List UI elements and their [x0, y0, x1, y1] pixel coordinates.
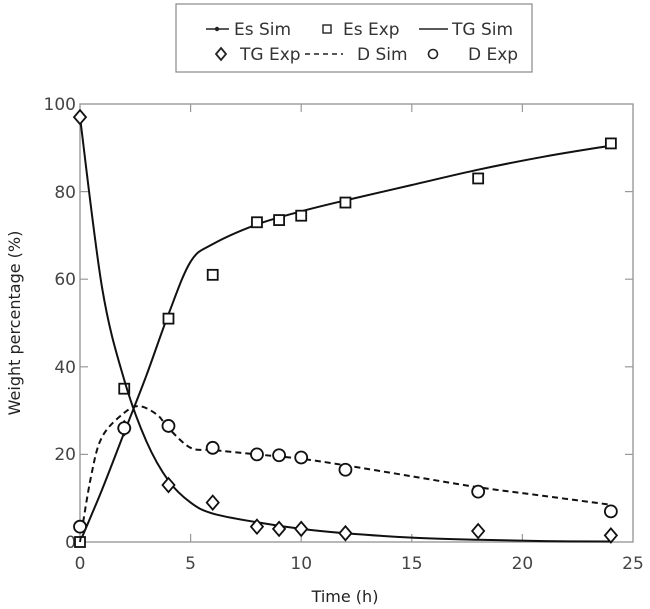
legend-tg-sim: TG Sim: [451, 20, 513, 40]
svg-text:20: 20: [512, 554, 534, 574]
legend-es-sim: Es Sim: [234, 20, 291, 40]
circle-marker-icon: [205, 440, 220, 455]
svg-text:60: 60: [54, 270, 76, 290]
circle-marker-icon: [427, 48, 439, 60]
square-marker-icon: [251, 216, 263, 229]
svg-text:0: 0: [75, 554, 86, 574]
circle-marker-icon: [250, 447, 264, 462]
square-marker-icon: [322, 24, 332, 34]
circle-marker-icon: [471, 484, 486, 499]
square-marker-icon: [472, 172, 485, 185]
diamond-marker-icon: [294, 520, 309, 538]
svg-text:25: 25: [622, 554, 644, 574]
legend: Es Sim Es Exp TG Sim TG Exp D Sim D Exp: [175, 3, 533, 73]
y-tick-labels: 0 20 40 60 80 100: [44, 95, 76, 553]
svg-text:15: 15: [401, 554, 423, 574]
legend-es-exp: Es Exp: [343, 20, 400, 40]
legend-tg-exp: TG Exp: [239, 45, 301, 65]
legend-d-exp: D Exp: [468, 45, 518, 65]
square-marker-icon: [273, 214, 285, 226]
svg-text:5: 5: [185, 554, 196, 574]
line-dot-icon: [214, 26, 220, 32]
series-d-sim: [79, 405, 612, 543]
diamond-marker-icon: [205, 494, 220, 511]
svg-text:100: 100: [44, 95, 76, 115]
series-es-sim: [79, 144, 612, 543]
diamond-marker-icon: [161, 476, 176, 494]
square-marker-icon: [295, 209, 308, 222]
square-marker-icon: [162, 312, 175, 325]
svg-text:40: 40: [54, 358, 76, 378]
circle-marker-icon: [294, 450, 309, 465]
y-axis-label: Weight percentage (%): [5, 231, 24, 416]
diamond-marker-icon: [72, 108, 88, 126]
diamond-marker-icon: [271, 520, 287, 538]
square-marker-icon: [604, 137, 617, 150]
circle-marker-icon: [73, 519, 87, 534]
plot-frame: [79, 103, 634, 543]
circle-marker-icon: [117, 421, 132, 436]
diamond-marker-icon: [214, 46, 228, 62]
diamond-marker-icon: [249, 518, 265, 536]
circle-marker-icon: [161, 419, 176, 433]
circle-marker-icon: [272, 448, 286, 463]
square-marker-icon: [339, 196, 352, 209]
legend-d-sim: D Sim: [357, 45, 408, 65]
circle-marker-icon: [338, 462, 353, 477]
svg-text:10: 10: [290, 554, 312, 574]
x-axis-label: Time (h): [311, 587, 379, 606]
svg-text:80: 80: [54, 183, 76, 203]
x-tick-labels: 0 5 10 15 20 25: [75, 554, 644, 574]
square-marker-icon: [206, 268, 219, 281]
square-marker-icon: [118, 382, 131, 395]
diamond-marker-icon: [603, 527, 619, 544]
diamond-marker-icon: [338, 524, 353, 542]
svg-text:20: 20: [54, 445, 76, 465]
series-tg-sim: [79, 117, 611, 543]
svg-text:0: 0: [65, 533, 76, 553]
circle-marker-icon: [603, 504, 618, 519]
series-layer: [72, 108, 619, 548]
diamond-marker-icon: [470, 522, 486, 540]
